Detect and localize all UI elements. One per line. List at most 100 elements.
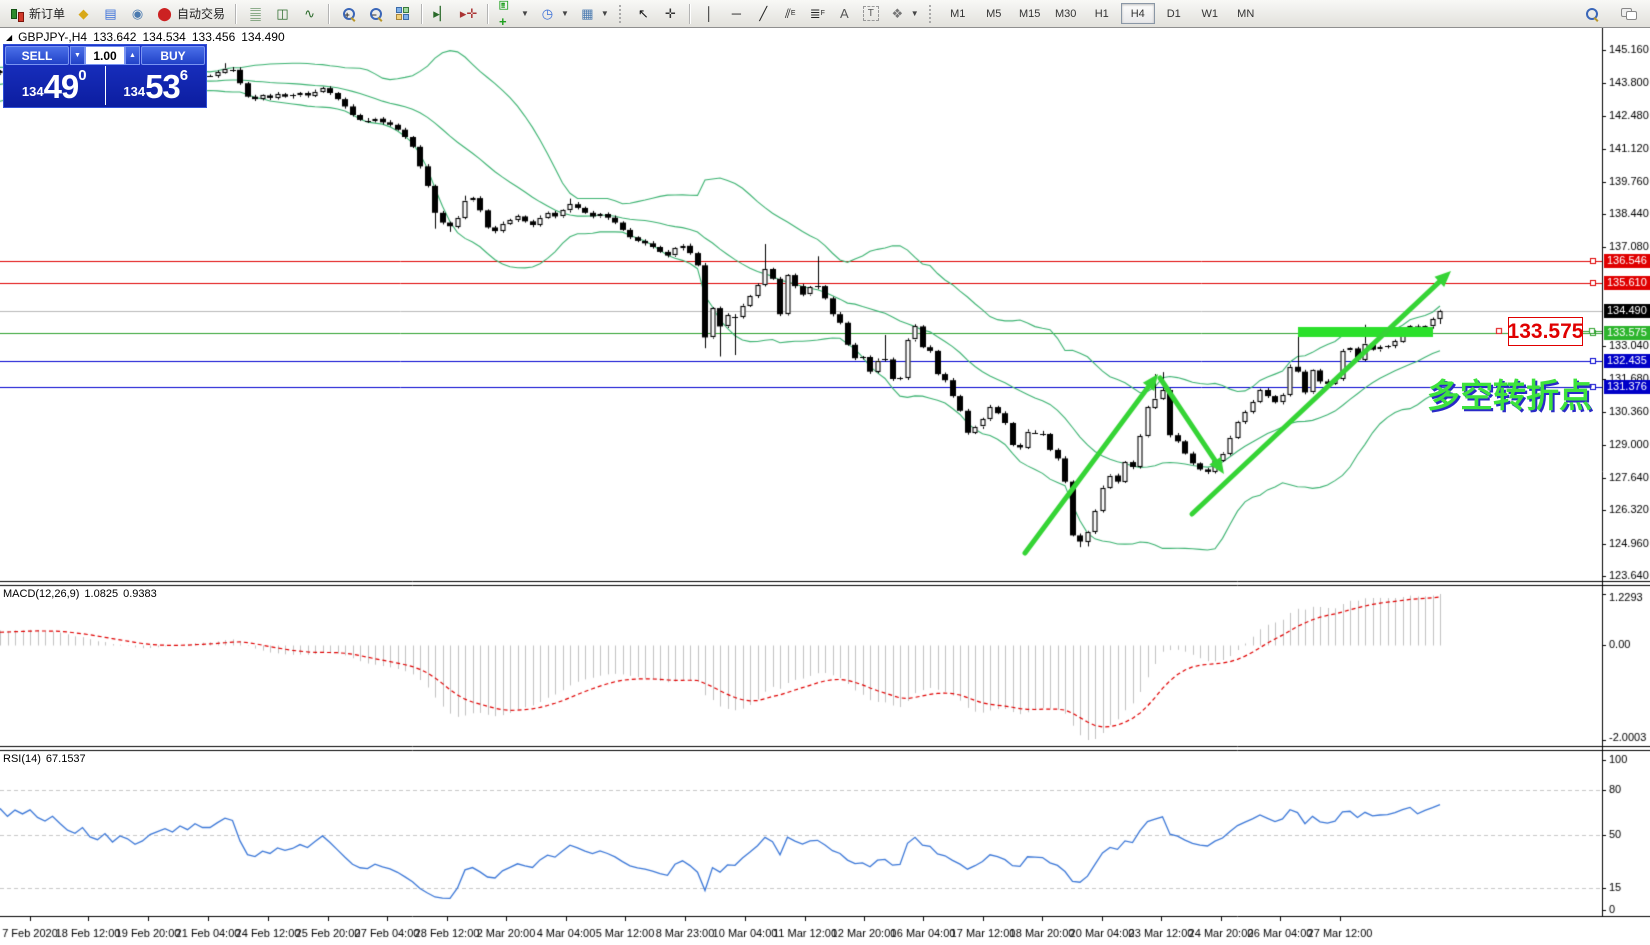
symbol-marker-icon: ◢ (6, 32, 13, 42)
templates-button[interactable]: ▦ ▼ (574, 2, 614, 26)
zoom-out-icon: − (367, 6, 384, 22)
chart-shift-button[interactable]: ▸✛ (455, 2, 482, 26)
toolbar: 新订单 ◆ ▤ ◉ ⬤ 自动交易 𝄛 ◫ ∿ + − ▸▏ ▸✛ (0, 0, 1650, 29)
new-chart-button[interactable]: 🗉+ ▼ (494, 0, 534, 29)
bar-open: 133.642 (93, 30, 137, 44)
line-chart-button[interactable]: ∿ (296, 2, 323, 26)
horizontal-line-button[interactable]: ─ (723, 2, 750, 26)
bar-close: 134.490 (241, 30, 285, 44)
equidistant-channel-icon: ⫽ E (785, 5, 796, 21)
navigator-icon: ◉ (131, 5, 144, 21)
autotrading-button[interactable]: ⬤ 自动交易 (151, 2, 230, 26)
navigator-button[interactable]: ◉ (124, 2, 151, 26)
symbol-title: GBPJPY-,H4 (18, 30, 88, 44)
periods-button[interactable]: ◷ ▼ (534, 2, 574, 26)
search-icon (1583, 6, 1600, 22)
templates-icon: ▦ (581, 5, 594, 21)
chevron-down-icon: ▼ (600, 9, 609, 18)
timeframe-m1[interactable]: M1 (950, 7, 966, 20)
crosshair-icon: ✛ (664, 5, 676, 21)
lot-stepper: ▼ 1.00 ▲ (70, 46, 140, 65)
chat-button[interactable] (1615, 2, 1642, 26)
bar-chart-button[interactable]: 𝄛 (242, 2, 269, 26)
macd-value: 1.0825 (84, 588, 119, 600)
buy-price-big: 53 (145, 68, 181, 105)
macd-label: MACD(12,26,9) 1.0825 0.9383 (3, 588, 157, 600)
chart-shift-icon: ▸✛ (459, 5, 478, 21)
candlestick-chart-button[interactable]: ◫ (269, 2, 296, 26)
zoom-in-button[interactable]: + (335, 2, 362, 26)
lot-size-field[interactable]: 1.00 (85, 46, 125, 65)
macd-signal-value: 0.9383 (123, 588, 157, 600)
text-icon: A (839, 5, 849, 21)
buy-price-prefix: 134 (123, 84, 146, 99)
buy-button[interactable]: BUY (141, 46, 205, 65)
new-order-icon (8, 6, 25, 22)
equidistant-channel-button[interactable]: ⫽ E (777, 2, 804, 26)
data-window-button[interactable]: ▤ (97, 2, 124, 26)
tile-windows-button[interactable] (389, 2, 416, 26)
timeframe-h1[interactable]: H1 (1094, 7, 1109, 20)
bar-high: 134.534 (142, 30, 186, 44)
separator (235, 3, 238, 24)
rsi-label: RSI(14) 67.1537 (3, 753, 86, 765)
separator (328, 3, 331, 24)
crosshair-button[interactable]: ✛ (657, 2, 684, 26)
autotrading-icon: ⬤ (157, 5, 172, 21)
timeframe-m15[interactable]: M15 (1019, 7, 1041, 20)
separator (421, 3, 424, 24)
timeframe-w1[interactable]: W1 (1201, 7, 1218, 20)
toolbar-drag-handle[interactable] (618, 4, 625, 23)
autotrading-label: 自动交易 (177, 7, 226, 21)
separator (487, 3, 490, 24)
lot-increase-button[interactable]: ▲ (125, 46, 140, 65)
timeframe-m30[interactable]: M30 (1055, 7, 1077, 20)
symbol-info: ◢ GBPJPY-,H4 133.642 134.534 133.456 134… (6, 30, 285, 44)
fibonacci-icon: ≣ F (809, 5, 825, 21)
text-label-button[interactable]: T (858, 2, 884, 26)
sell-price-sup: 0 (78, 67, 87, 84)
candlestick-chart-icon: ◫ (276, 5, 289, 21)
separator (688, 3, 691, 24)
auto-scroll-button[interactable]: ▸▏ (428, 2, 455, 26)
market-watch-button[interactable]: ◆ (70, 2, 97, 26)
bar-low: 133.456 (191, 30, 236, 44)
buy-price[interactable]: 134 53 6 (106, 66, 207, 105)
trendline-button[interactable]: ╱ (750, 2, 777, 26)
sell-price-prefix: 134 (21, 84, 44, 99)
timeframe-m5[interactable]: M5 (986, 7, 1002, 20)
sell-price[interactable]: 134 49 0 (4, 66, 106, 105)
rsi-value: 67.1537 (45, 753, 86, 765)
chevron-down-icon: ▼ (560, 9, 569, 18)
one-click-trading-panel: SELL ▼ 1.00 ▲ BUY 134 49 0 134 53 6 (3, 44, 207, 108)
buy-price-sup: 6 (179, 67, 189, 84)
shapes-icon: ❖ (891, 5, 904, 21)
vertical-line-button[interactable]: │ (696, 2, 723, 26)
timeframe-h4[interactable]: H4 (1120, 3, 1155, 24)
trendline-icon: ╱ (759, 5, 768, 21)
text-button[interactable]: A (831, 2, 858, 26)
timeframe-group: M1 M5 M15 M30 H1 H4 D1 W1 MN (937, 0, 1267, 27)
new-order-button[interactable]: 新订单 (3, 2, 70, 26)
search-button[interactable] (1578, 2, 1605, 26)
zoom-in-icon: + (340, 6, 357, 22)
bar-chart-icon: 𝄛 (250, 5, 261, 21)
horizontal-line-icon: ─ (731, 5, 741, 21)
price-tag-box[interactable]: 133.575 (1508, 317, 1583, 346)
shapes-button[interactable]: ❖ ▼ (884, 2, 924, 26)
toolbar-drag-handle[interactable] (928, 4, 935, 23)
timeframe-d1[interactable]: D1 (1166, 7, 1181, 20)
line-chart-icon: ∿ (304, 5, 315, 21)
timeframe-mn[interactable]: MN (1237, 7, 1255, 20)
clock-icon: ◷ (541, 5, 554, 21)
lot-decrease-button[interactable]: ▼ (70, 46, 85, 65)
vertical-line-icon: │ (705, 5, 714, 21)
fibonacci-button[interactable]: ≣ F (804, 2, 831, 26)
sell-price-big: 49 (43, 68, 80, 105)
data-window-icon: ▤ (104, 5, 117, 21)
zoom-out-button[interactable]: − (362, 2, 389, 26)
chevron-down-icon: ▼ (521, 9, 529, 18)
sell-button[interactable]: SELL (5, 46, 69, 65)
cursor-button[interactable]: ↖ (630, 2, 657, 26)
